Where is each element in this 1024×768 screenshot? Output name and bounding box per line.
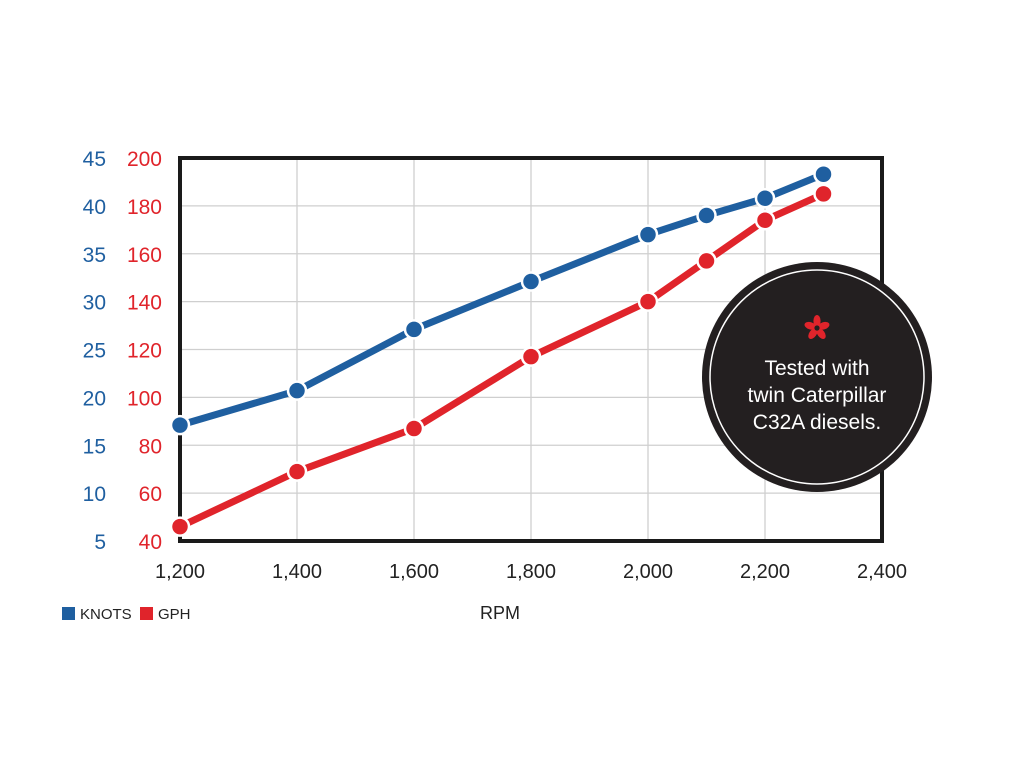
- legend-swatch-gph: [140, 607, 153, 620]
- data-point-gph: [169, 516, 191, 537]
- y-tick-label-gph: 180: [127, 196, 162, 219]
- data-point-gph: [754, 209, 776, 231]
- badge-line-3: C32A diesels.: [753, 411, 881, 434]
- series-lines: [169, 164, 834, 537]
- legend-swatch-knots: [62, 607, 75, 620]
- x-axis-ticks: 1,200 1,400 1,600 1,800 2,000 2,200 2,400: [155, 561, 907, 583]
- asterisk-icon: [804, 315, 830, 339]
- y-tick-label-knots: 20: [83, 387, 106, 410]
- legend-label-gph: GPH: [158, 606, 191, 623]
- y-tick-label-knots: 35: [83, 244, 106, 267]
- y-tick-label-gph: 60: [139, 483, 162, 506]
- info-badge: Tested with twin Caterpillar C32A diesel…: [702, 262, 932, 492]
- y-axis-knots-ticks: 45 40 35 30 25 20 15 10 5: [83, 148, 106, 554]
- y-tick-label-gph: 140: [127, 292, 162, 315]
- data-point-knots: [637, 224, 659, 245]
- legend: KNOTS GPH: [62, 606, 191, 623]
- x-tick-label: 2,000: [623, 561, 673, 583]
- data-point-gph: [520, 346, 542, 367]
- data-point-knots: [754, 187, 776, 209]
- y-tick-label-gph: 40: [139, 531, 162, 554]
- x-tick-label: 1,600: [389, 561, 439, 583]
- badge-ring: [709, 269, 925, 485]
- x-tick-label: 2,200: [740, 561, 790, 583]
- y-tick-label-knots: 45: [83, 148, 106, 171]
- badge-line-1: Tested with: [764, 357, 869, 380]
- data-point-knots: [520, 271, 542, 292]
- x-tick-label: 2,400: [857, 561, 907, 583]
- y-tick-label-knots: 30: [83, 292, 106, 315]
- data-point-gph: [637, 291, 659, 312]
- data-point-gph: [696, 250, 717, 272]
- data-point-gph: [286, 461, 308, 482]
- data-point-gph: [403, 418, 425, 439]
- y-tick-label-knots: 15: [83, 435, 106, 458]
- y-tick-label-knots: 40: [83, 196, 106, 219]
- data-point-gph: [813, 183, 834, 205]
- y-tick-label-gph: 100: [127, 387, 162, 410]
- badge-line-2: twin Caterpillar: [748, 384, 887, 407]
- badge-circle: [702, 262, 932, 492]
- x-tick-label: 1,400: [272, 561, 322, 583]
- y-tick-label-gph: 80: [139, 435, 162, 458]
- y-tick-label-gph: 120: [127, 340, 162, 363]
- data-point-knots: [696, 205, 717, 226]
- data-point-knots: [286, 380, 308, 401]
- y-axis-gph-ticks: 200 180 160 140 120 100 80 60 40: [127, 148, 162, 554]
- data-point-knots: [403, 319, 425, 340]
- y-tick-label-knots: 5: [94, 531, 106, 554]
- x-tick-label: 1,200: [155, 561, 205, 583]
- data-point-knots: [169, 414, 191, 436]
- y-tick-label-knots: 25: [83, 340, 106, 363]
- y-tick-label-gph: 160: [127, 244, 162, 267]
- series-line-gph: [176, 190, 827, 531]
- y-tick-label-knots: 10: [83, 483, 106, 506]
- legend-label-knots: KNOTS: [80, 606, 132, 623]
- x-axis-label: RPM: [480, 603, 520, 623]
- y-tick-label-gph: 200: [127, 148, 162, 171]
- data-point-knots: [813, 164, 834, 185]
- x-tick-label: 1,800: [506, 561, 556, 583]
